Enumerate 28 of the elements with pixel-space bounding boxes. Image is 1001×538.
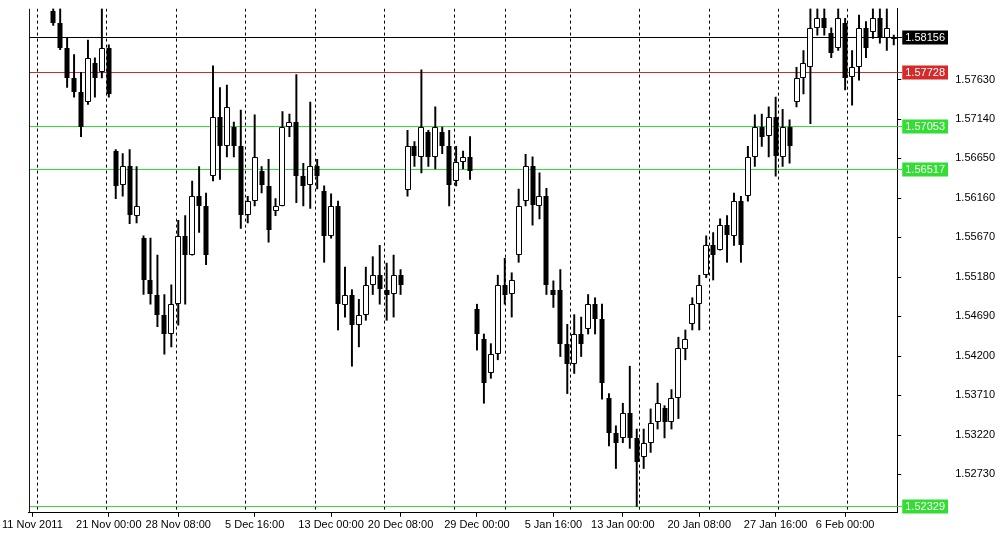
- y-tick-label: 1.57630: [955, 72, 995, 85]
- ref-line-label: 1.56517: [905, 163, 945, 176]
- x-tick-label: 29 Dec 00:00: [444, 518, 510, 531]
- ref-line-label: 1.57053: [905, 120, 945, 133]
- x-tick-label: 21 Nov 00:00: [76, 518, 142, 531]
- x-tick-label: 20 Jan 08:00: [667, 518, 732, 531]
- y-tick-label: 1.54200: [955, 348, 995, 361]
- y-tick-label: 1.52730: [955, 467, 995, 480]
- x-tick-label: 13 Dec 00:00: [298, 518, 364, 531]
- x-tick-label: 13 Jan 00:00: [591, 518, 655, 531]
- y-tick-label: 1.57140: [955, 111, 995, 124]
- x-tick-label: 11 Nov 2011: [2, 518, 63, 531]
- y-tick-label: 1.53220: [955, 427, 995, 440]
- y-tick-label: 1.53710: [955, 388, 995, 401]
- y-tick-label: 1.55670: [955, 230, 995, 243]
- x-tick-label: 5 Jan 16:00: [524, 518, 583, 531]
- x-tick-label: 27 Jan 16:00: [743, 518, 808, 531]
- x-tick-label: 6 Feb 00:00: [815, 518, 875, 531]
- x-tick-label: 5 Dec 16:00: [225, 518, 285, 531]
- x-tick-label: 20 Dec 08:00: [367, 518, 434, 531]
- ref-line-label: 1.58156: [905, 31, 945, 44]
- ref-line-label: 1.57728: [905, 66, 945, 79]
- y-tick-label: 1.54690: [955, 309, 995, 322]
- y-tick-label: 1.56650: [955, 151, 995, 164]
- x-tick-label: 28 Nov 08:00: [145, 518, 211, 531]
- y-tick-label: 1.55180: [955, 269, 995, 282]
- y-tick-label: 1.56160: [955, 190, 995, 203]
- ref-line-label: 1.52329: [905, 500, 945, 513]
